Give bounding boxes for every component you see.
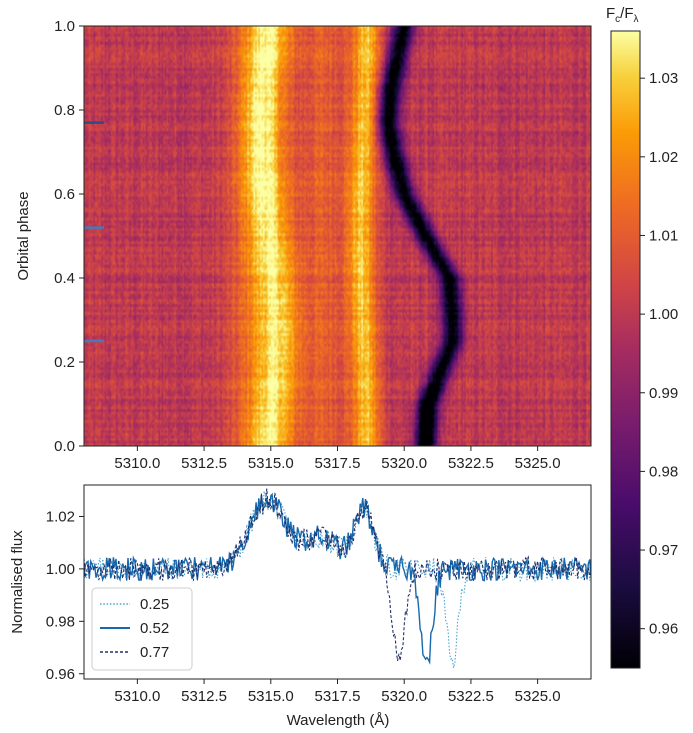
legend-label: 0.52 [140, 620, 169, 637]
line-series-group [84, 488, 591, 668]
heatmap-x-tick-label: 5317.5 [315, 455, 361, 472]
heatmap-x-tick-label: 5320.0 [381, 455, 427, 472]
heatmap-image [84, 26, 591, 446]
colorbar-tick-label: 0.97 [649, 542, 678, 559]
line-y-tick-label: 0.96 [46, 666, 75, 683]
heatmap-x-ticks: 5310.0 5312.5 5315.0 5317.5 5320.0 5322.5 5325… [114, 446, 561, 472]
line-y-tick-label: 0.98 [46, 613, 75, 630]
heatmap-y-tick-label: 0.2 [54, 354, 75, 371]
line-x-tick-label: 5320.0 [381, 688, 427, 705]
legend-box [91, 587, 193, 671]
line-x-axis-label: Wavelength (Å) [287, 712, 390, 729]
series-line-0-77 [84, 488, 591, 662]
heatmap-panel: 0.00.20.40.60.81.0 5310.0 5312.5 5315.0 531… [15, 18, 592, 472]
heatmap-y-ticks: 0.0 0.2 0.4 0.6 0.8 1.0 [54, 18, 84, 455]
line-x-ticks: 5310.0 5312.5 5315.0 5317.5 5320.0 5322.5 5325… [114, 679, 561, 705]
line-x-tick-label: 5325.0 [515, 688, 561, 705]
line-panel: 0.96 0.98 1.00 1.02 5310.0 5312.5 5315.0 5317.… [9, 484, 592, 729]
line-y-axis-label: Normalised flux [9, 530, 26, 634]
line-y-tick-label: 1.00 [46, 561, 75, 578]
colorbar-tick-label: 1.03 [649, 70, 678, 87]
colorbar-tick-label: 0.98 [649, 463, 678, 480]
heatmap-y-tick-label: 0.6 [54, 186, 75, 203]
colorbar-ticks: 0.96 0.97 0.98 0.99 1.00 1.01 1.02 1.03 [640, 70, 678, 638]
colorbar-gradient [610, 30, 641, 669]
legend-label: 0.25 [140, 596, 169, 613]
line-x-tick-label: 5310.0 [114, 688, 160, 705]
heatmap-x-tick-label: 5322.5 [448, 455, 494, 472]
colorbar-label: Fc/Fλ [606, 5, 639, 25]
colorbar-tick-label: 1.00 [649, 306, 678, 323]
line-y-ticks: 0.96 0.98 1.00 1.02 [46, 508, 84, 683]
phase-markers [84, 121, 104, 343]
colorbar-tick-label: 1.02 [649, 149, 678, 166]
heatmap-y-tick-label: 0.8 [54, 102, 75, 119]
heatmap-y-tick-label: 0.4 [54, 270, 75, 287]
heatmap-y-tick-label: 0.0 [54, 438, 75, 455]
heatmap-x-tick-label: 5312.5 [181, 455, 227, 472]
colorbar: 0.96 0.97 0.98 0.99 1.00 1.01 1.02 1.03 Fc/Fλ [606, 5, 678, 669]
series-line-0-25 [84, 491, 591, 668]
line-y-tick-label: 1.02 [46, 508, 75, 525]
heatmap-x-tick-label: 5325.0 [515, 455, 561, 472]
heatmap-y-tick-label: 1.0 [54, 18, 75, 35]
colorbar-tick-label: 0.96 [649, 621, 678, 638]
line-x-tick-label: 5317.5 [315, 688, 361, 705]
heatmap-x-tick-label: 5310.0 [114, 455, 160, 472]
line-x-tick-label: 5315.0 [248, 688, 294, 705]
legend: 0.25 0.52 0.77 [91, 587, 193, 671]
colorbar-tick-label: 0.99 [649, 385, 678, 402]
heatmap-y-axis-label: Orbital phase [15, 191, 32, 280]
colorbar-tick-label: 1.01 [649, 227, 678, 244]
heatmap-x-tick-label: 5315.0 [248, 455, 294, 472]
legend-label: 0.77 [140, 644, 169, 661]
line-x-tick-label: 5322.5 [448, 688, 494, 705]
line-x-tick-label: 5312.5 [181, 688, 227, 705]
